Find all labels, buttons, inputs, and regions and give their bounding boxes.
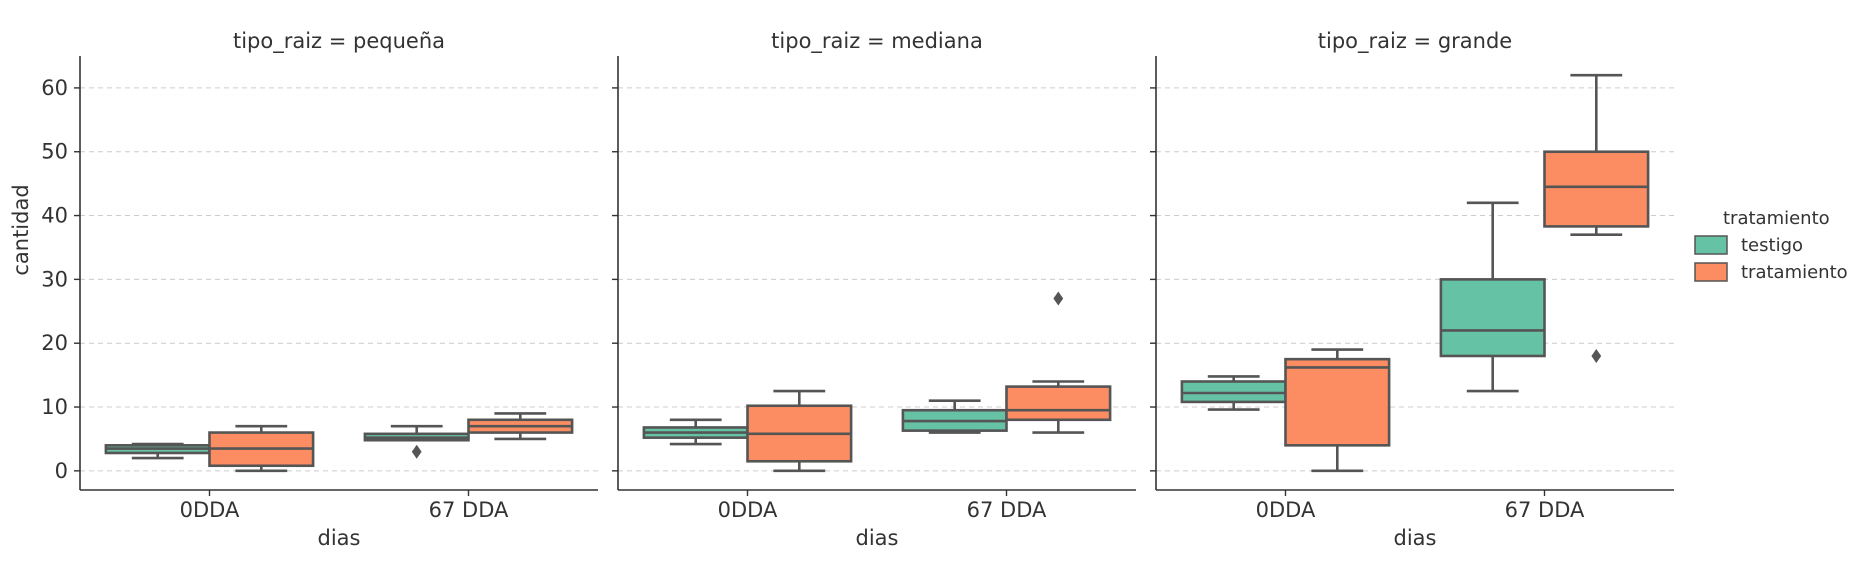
x-tick-label: 0DDA — [718, 498, 778, 522]
x-axis-label: dias — [1394, 526, 1437, 550]
box-0dda-tratamiento — [746, 389, 853, 473]
box-0dda-testigo — [642, 418, 749, 446]
facet-tipo-raiz-mediana: tipo_raiz = mediana 0DDA 67 DDA dias — [612, 29, 1136, 550]
y-tick-label: 40 — [41, 204, 68, 228]
x-axis-label: dias — [318, 526, 361, 550]
x-tick-label: 67 DDA — [967, 498, 1047, 522]
box-iqr — [1439, 278, 1546, 358]
outlier-point — [1053, 291, 1064, 306]
box-67-dda-tratamiento — [1543, 73, 1650, 363]
legend: tratamiento testigo tratamiento — [1694, 208, 1848, 283]
facet-title: tipo_raiz = pequeña — [233, 29, 445, 54]
box-iqr — [1543, 150, 1650, 228]
box-67-dda-testigo — [1439, 201, 1546, 393]
x-tick-label: 67 DDA — [429, 498, 509, 522]
box-0dda-tratamiento — [1284, 348, 1391, 473]
facet-title: tipo_raiz = grande — [1318, 29, 1512, 54]
y-tick-label: 0 — [55, 459, 68, 483]
x-tick-label: 67 DDA — [1505, 498, 1585, 522]
box-67-dda-tratamiento — [467, 412, 574, 441]
box-iqr — [1284, 357, 1391, 447]
facet-tipo-raiz-grande: tipo_raiz = grande 0DDA 67 DDA dias — [1150, 29, 1674, 550]
legend-label-testigo: testigo — [1741, 235, 1803, 256]
x-tick-label: 0DDA — [180, 498, 240, 522]
box-67-dda-tratamiento — [1005, 291, 1112, 434]
legend-label-tratamiento: tratamiento — [1741, 262, 1848, 283]
y-axis-label: cantidad — [9, 184, 33, 275]
legend-swatch-tratamiento — [1694, 262, 1728, 282]
facet-panels: tipo_raiz = pequeña 0 10 20 30 40 50 60 0DDA 67 D… — [41, 29, 1674, 550]
box-0dda-testigo — [1180, 375, 1287, 411]
box-67-dda-testigo — [363, 424, 470, 459]
y-tick-label: 60 — [41, 76, 68, 100]
box-0dda-testigo — [104, 442, 211, 460]
x-tick-label: 0DDA — [1256, 498, 1316, 522]
y-tick-label: 30 — [41, 267, 68, 291]
box-67-dda-testigo — [901, 399, 1008, 434]
y-tick-label: 10 — [41, 395, 68, 419]
y-tick-label: 50 — [41, 140, 68, 164]
box-0dda-tratamiento — [208, 424, 315, 473]
legend-swatch-testigo — [1694, 235, 1728, 255]
box-iqr — [1005, 385, 1112, 422]
x-axis-label: dias — [856, 526, 899, 550]
outlier-point — [1591, 348, 1602, 363]
outlier-point — [411, 444, 422, 459]
facet-title: tipo_raiz = mediana — [771, 29, 983, 54]
facet-tipo-raiz-peque-a: tipo_raiz = pequeña 0 10 20 30 40 50 60 0DDA 67 D… — [41, 29, 598, 550]
y-tick-label: 20 — [41, 331, 68, 355]
legend-title: tratamiento — [1723, 208, 1830, 229]
